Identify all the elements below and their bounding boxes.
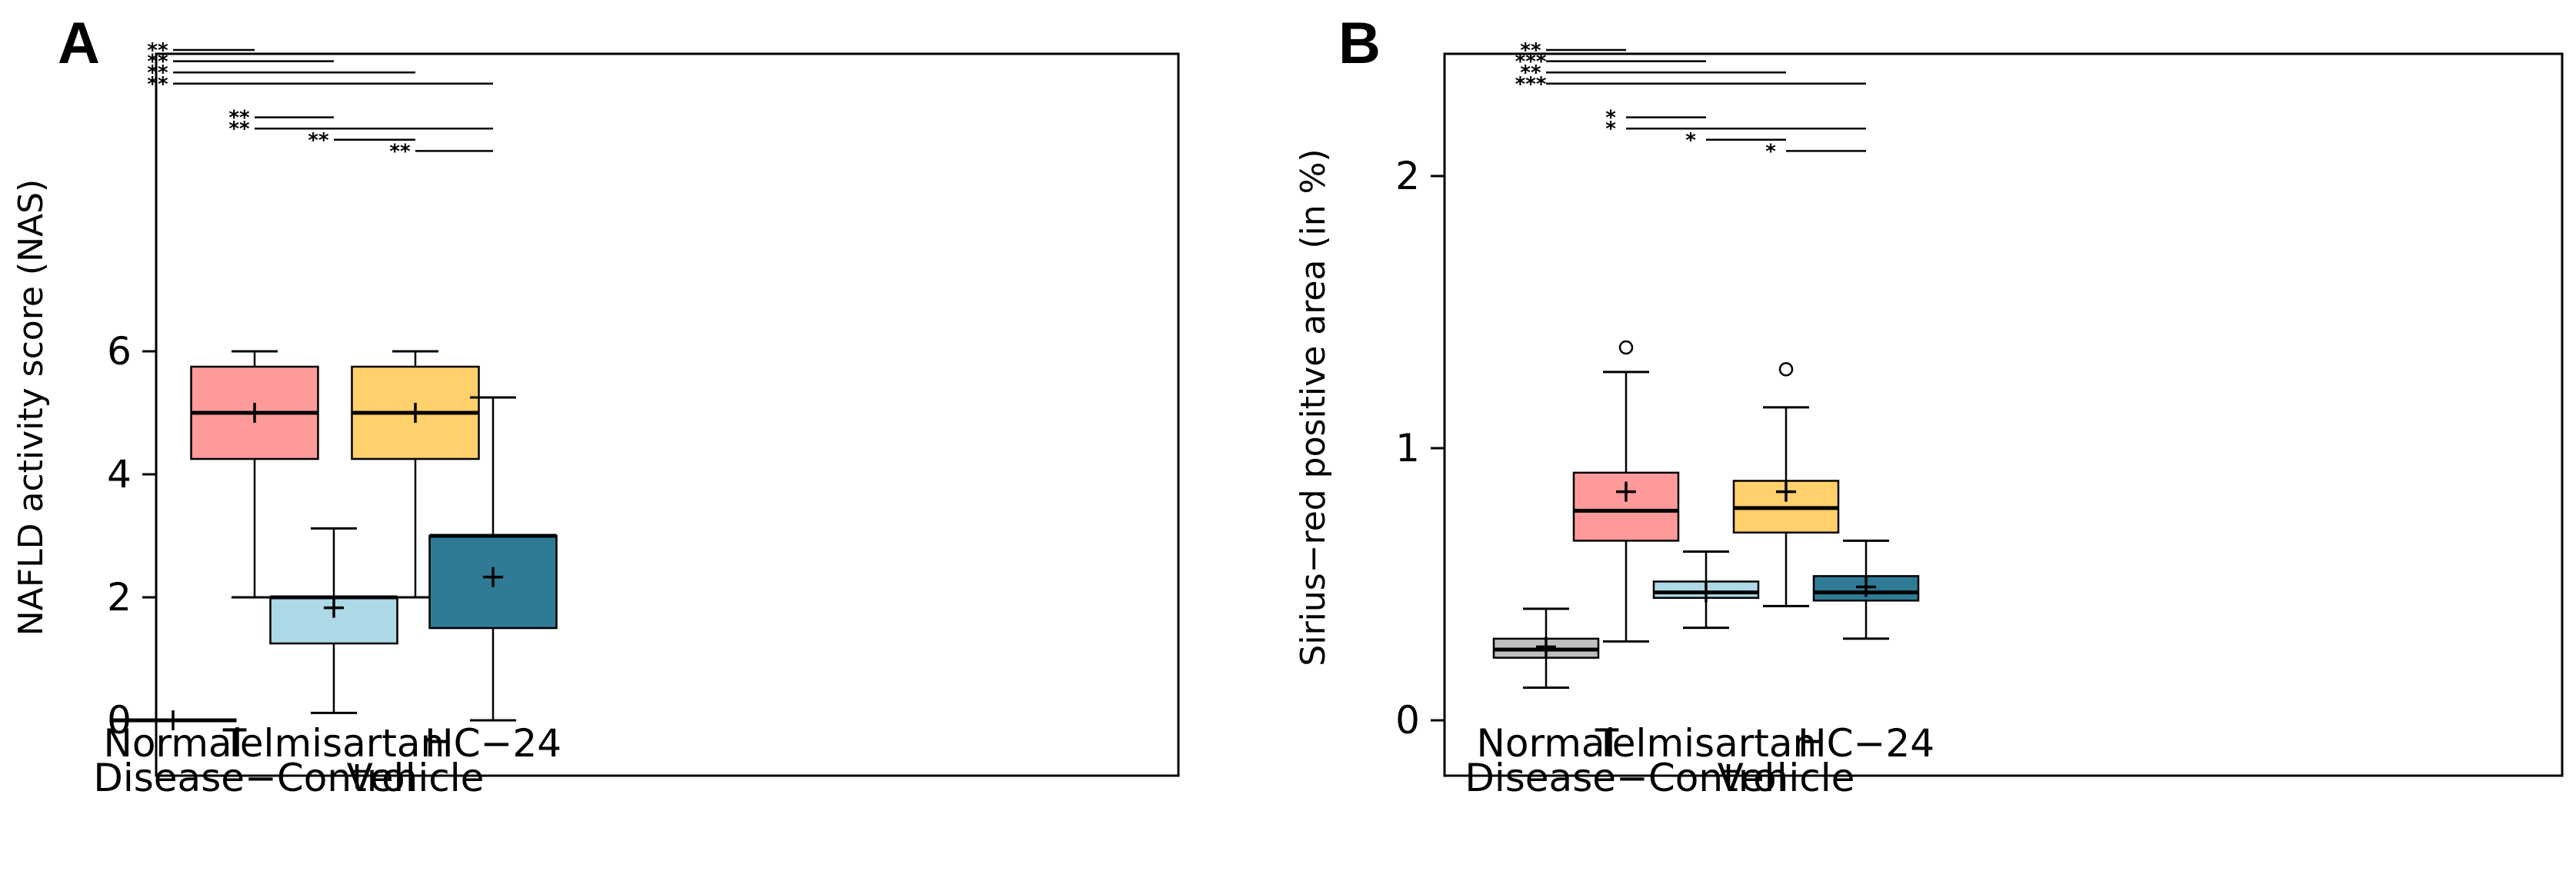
y-axis-title-a: NAFLD activity score (NAS) — [12, 179, 51, 636]
panel-b: B Sirius−red positive area (in %) 0 1 2 Nor… — [1294, 11, 2564, 800]
significance-label: ** — [308, 129, 329, 152]
mean-marker — [483, 567, 503, 587]
x-category-label: Telmisartan — [1595, 721, 1817, 766]
plot-frame-a — [155, 52, 1180, 777]
y-tick-label: 2 — [1395, 154, 1420, 198]
panel-letter-b: B — [1338, 11, 1381, 76]
x-category-label: HC−24 — [1798, 721, 1934, 766]
plot-frame-b — [1443, 52, 2564, 777]
x-category-label: Vehicle — [1718, 756, 1855, 800]
x-category-label: Disease−Control — [93, 756, 415, 800]
significance-label: ** — [1520, 62, 1541, 85]
outlier-point — [1618, 340, 1634, 355]
significance-label: *** — [1515, 51, 1547, 74]
significance-label: ** — [147, 62, 168, 85]
x-category-label: Disease−Control — [1465, 756, 1787, 800]
x-category-label: Vehicle — [347, 756, 485, 800]
panel-a: A NAFLD activity score (NAS) 0246NormalD… — [12, 11, 1180, 800]
mean-marker — [1616, 481, 1636, 502]
y-axis-title-b: Sirius−red positive area (in %) — [1294, 148, 1333, 666]
panel-letter-a: A — [58, 11, 100, 76]
x-category-label: Telmisartan — [222, 721, 445, 766]
significance-label: ** — [147, 73, 168, 96]
significance-label: ** — [1520, 39, 1541, 62]
mean-marker — [1536, 637, 1556, 657]
x-category-label: Normal — [1477, 721, 1616, 766]
y-tick-label: 0 — [1395, 698, 1420, 743]
mean-marker — [1696, 582, 1716, 603]
significance-label: *** — [1515, 73, 1547, 96]
mean-marker — [1776, 481, 1796, 502]
mean-marker — [1856, 577, 1876, 597]
significance-label: ** — [389, 140, 411, 163]
significance-label: ** — [228, 107, 250, 130]
mean-marker — [163, 710, 183, 730]
y-tick-label: 1 — [1395, 426, 1420, 470]
significance-label: ** — [228, 118, 250, 141]
significance-label: ** — [147, 39, 168, 62]
mean-marker — [245, 403, 265, 423]
significance-label: * — [1605, 118, 1616, 141]
significance-label: * — [1605, 107, 1616, 130]
significance-label: * — [1685, 129, 1696, 152]
x-category-label: HC−24 — [425, 721, 562, 766]
significance-label: ** — [147, 51, 168, 74]
y-tick-label: 6 — [107, 329, 132, 374]
y-tick-label: 2 — [107, 575, 132, 620]
mean-marker — [324, 597, 344, 618]
y-tick-label: 4 — [107, 452, 132, 497]
outlier-point — [1778, 362, 1794, 377]
significance-label: * — [1765, 140, 1776, 163]
mean-marker — [405, 403, 425, 423]
